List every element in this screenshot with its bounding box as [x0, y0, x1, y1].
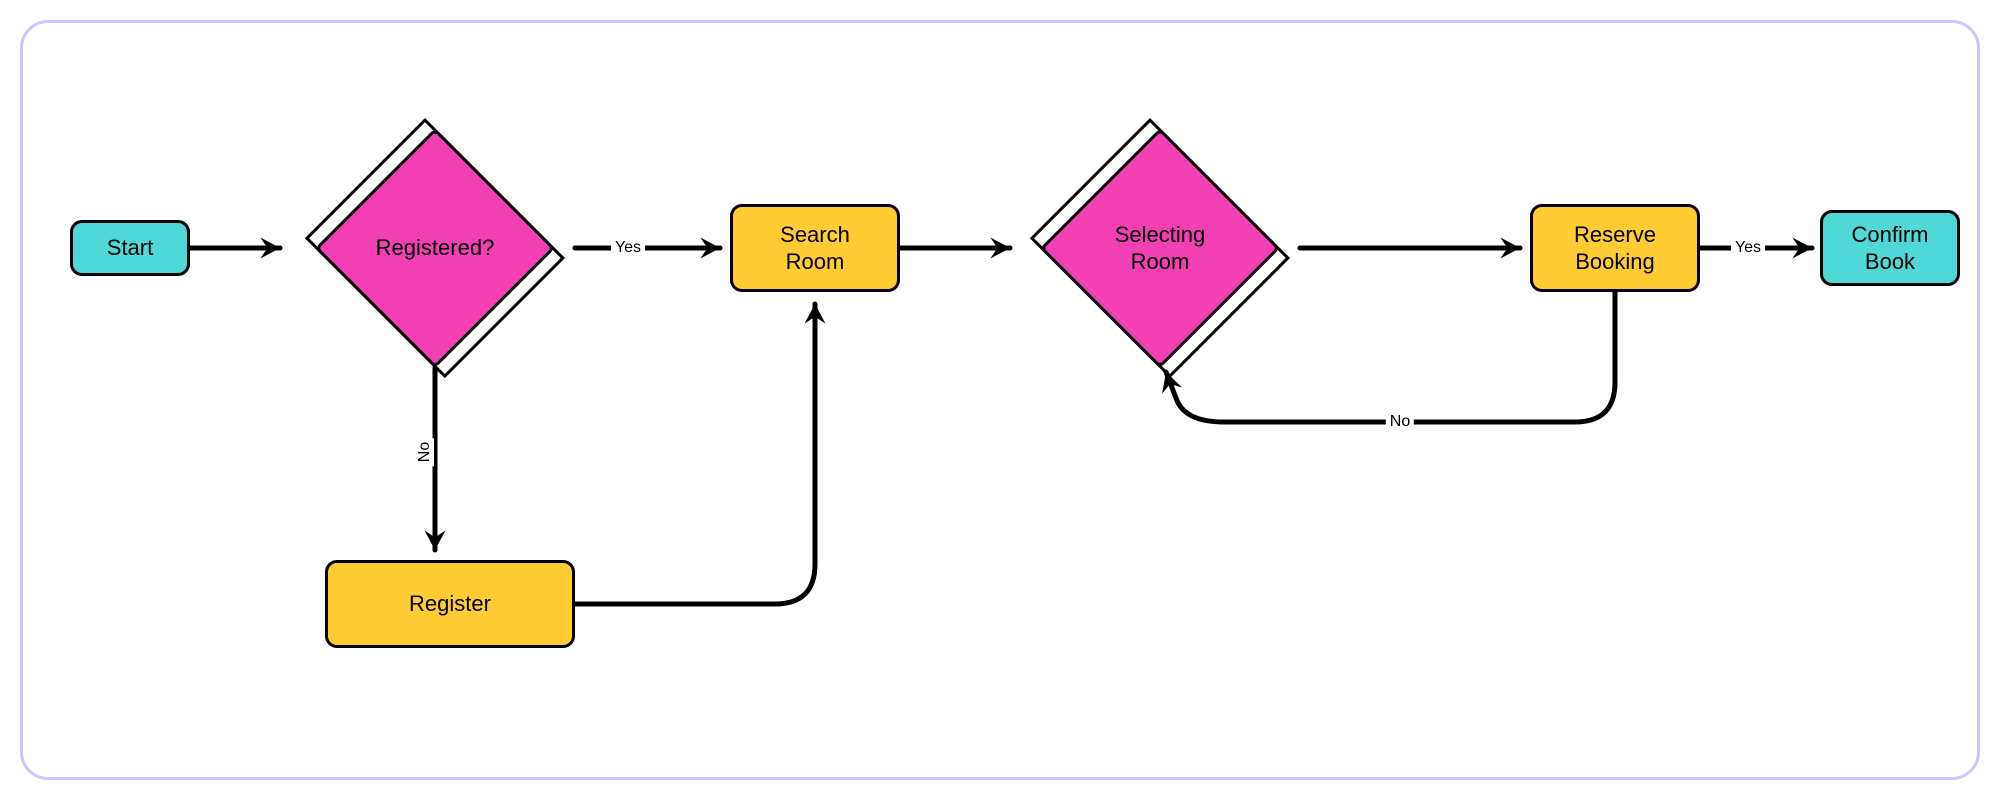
node-register-label: Register: [405, 586, 495, 622]
edge-label-registered_no: No: [416, 438, 434, 466]
edge-label-reserve_yes: Yes: [1731, 239, 1765, 257]
node-reserve-booking: Reserve Booking: [1530, 204, 1700, 292]
node-selecting-room-decision: Selecting Room: [1020, 128, 1300, 368]
edge-label-registered_yes: Yes: [611, 239, 645, 257]
node-start: Start: [70, 220, 190, 276]
node-search-room: Search Room: [730, 204, 900, 292]
node-registered-decision: Registered?: [295, 128, 575, 368]
node-start-label: Start: [103, 230, 157, 266]
node-confirm-book-label: Confirm Book: [1847, 217, 1932, 280]
node-register: Register: [325, 560, 575, 648]
node-reserve-booking-label: Reserve Booking: [1570, 217, 1660, 280]
edge-label-reserve_no: No: [1386, 413, 1414, 431]
node-search-room-label: Search Room: [776, 217, 854, 280]
node-confirm-book: Confirm Book: [1820, 210, 1960, 286]
